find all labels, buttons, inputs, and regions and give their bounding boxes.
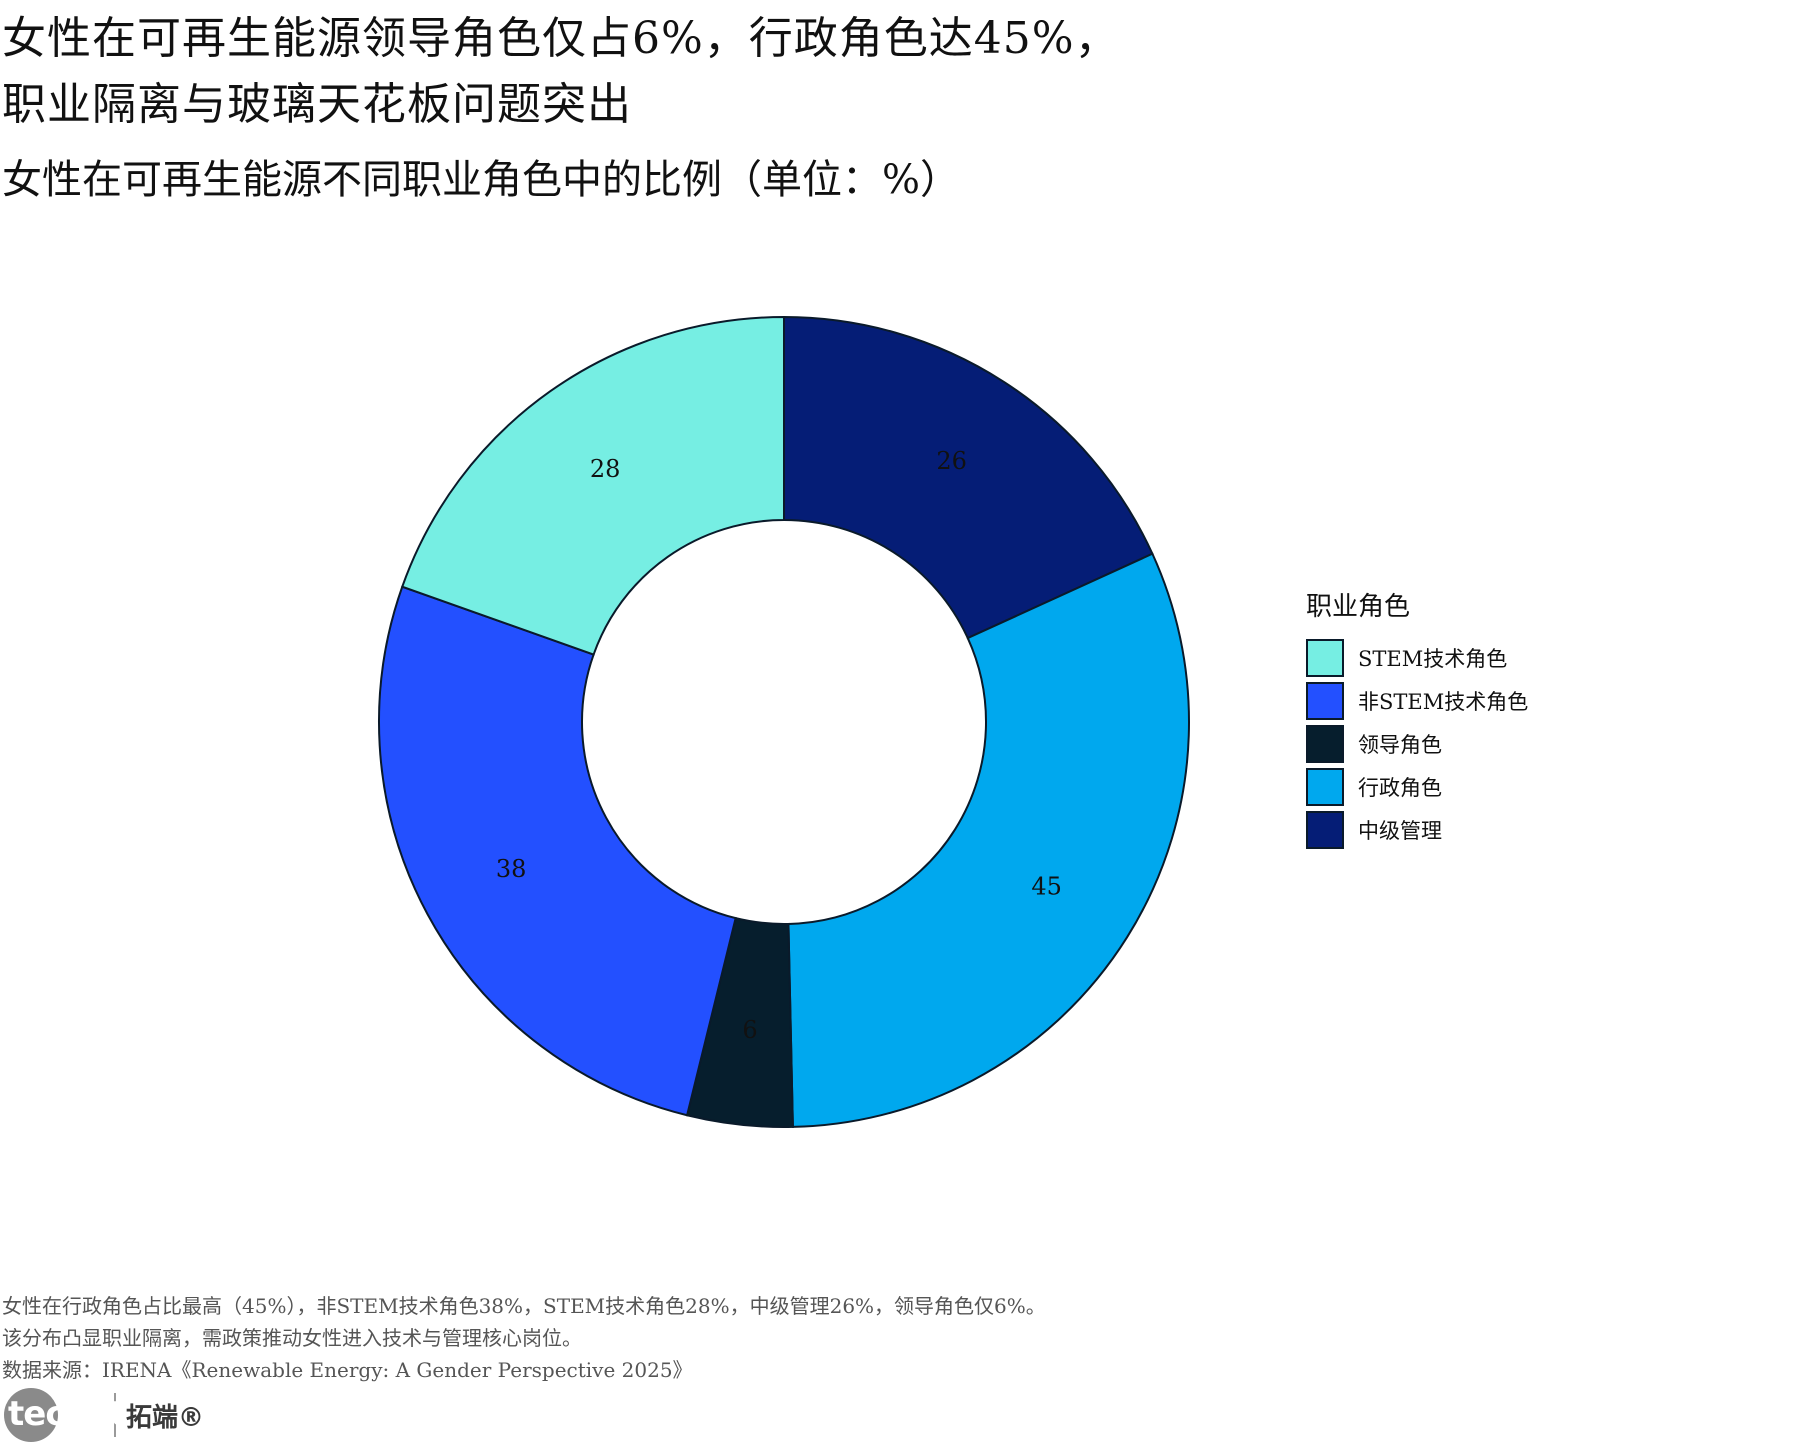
legend-swatch-4 bbox=[1306, 767, 1344, 806]
slice-2 bbox=[378, 585, 737, 1117]
legend-items: STEM技术角色 非STEM技术角色 领导角色行政角色中级管理 bbox=[1306, 636, 1528, 851]
footnotes: 女性在行政角色占比最高（45%），非STEM技术角色38%，STEM技术角色28… bbox=[2, 1290, 1046, 1386]
slice-label-2: 38 bbox=[496, 855, 527, 883]
legend-label-4: 行政角色 bbox=[1358, 775, 1442, 800]
slice-label-5: 26 bbox=[936, 447, 967, 475]
legend-item-3: 领导角色 bbox=[1306, 722, 1528, 765]
tecdat-logo: tecdat bbox=[4, 1388, 126, 1442]
legend-swatch-3 bbox=[1306, 724, 1344, 763]
legend-label-5: 中级管理 bbox=[1358, 818, 1442, 843]
slice-label-3: 6 bbox=[742, 1016, 757, 1044]
brand-divider bbox=[114, 1393, 116, 1437]
legend-label-2: 非STEM技术角色 bbox=[1358, 689, 1529, 714]
chart-title-line2: 职业隔离与玻璃天花板问题突出 bbox=[2, 79, 632, 130]
legend-item-5: 中级管理 bbox=[1306, 808, 1528, 851]
donut-slice-labels: 26 45 6 38 28 bbox=[496, 447, 1062, 1044]
legend-title: 职业角色 bbox=[1306, 592, 1411, 622]
donut-slices bbox=[378, 315, 1190, 1128]
slice-label-4: 45 bbox=[1031, 873, 1062, 901]
legend-item-4: 行政角色 bbox=[1306, 765, 1528, 808]
brand-cn-name: 拓端® bbox=[126, 1402, 205, 1433]
slice-1 bbox=[400, 315, 785, 656]
note-line-2: 该分布凸显职业隔离，需政策推动女性进入技术与管理核心岗位。 bbox=[2, 1326, 582, 1350]
legend-item-2: 非STEM技术角色 bbox=[1306, 679, 1528, 722]
chart-subtitle: 女性在可再生能源不同职业角色中的比例（单位：%） bbox=[2, 157, 961, 203]
chart-title: 女性在可再生能源领导角色仅占6%，行政角色达45%， 职业隔离与玻璃天花板问题突… bbox=[2, 6, 1302, 138]
legend: 职业角色 STEM技术角色 非STEM技术角色 领导角色行政角色中级管理 bbox=[1306, 590, 1528, 851]
slice-4 bbox=[787, 552, 1190, 1128]
legend-swatch-1 bbox=[1306, 638, 1344, 677]
legend-item-1: STEM技术角色 bbox=[1306, 636, 1528, 679]
brand: tecdat 拓端® bbox=[4, 1388, 204, 1442]
chart-title-line1: 女性在可再生能源领导角色仅占6%，行政角色达45%， bbox=[2, 13, 1120, 64]
slice-label-1: 28 bbox=[590, 455, 621, 483]
logo-text: tecdat bbox=[8, 1394, 126, 1434]
source-line: 数据来源：IRENA《Renewable Energy: A Gender Pe… bbox=[2, 1358, 693, 1382]
logo-circle bbox=[4, 1388, 58, 1442]
legend-label-1: STEM技术角色 bbox=[1358, 646, 1508, 671]
legend-swatch-5 bbox=[1306, 810, 1344, 849]
legend-swatch-2 bbox=[1306, 681, 1344, 720]
legend-label-3: 领导角色 bbox=[1358, 732, 1442, 757]
slice-5 bbox=[783, 315, 1154, 640]
note-line-1: 女性在行政角色占比最高（45%），非STEM技术角色38%，STEM技术角色28… bbox=[2, 1294, 1046, 1318]
